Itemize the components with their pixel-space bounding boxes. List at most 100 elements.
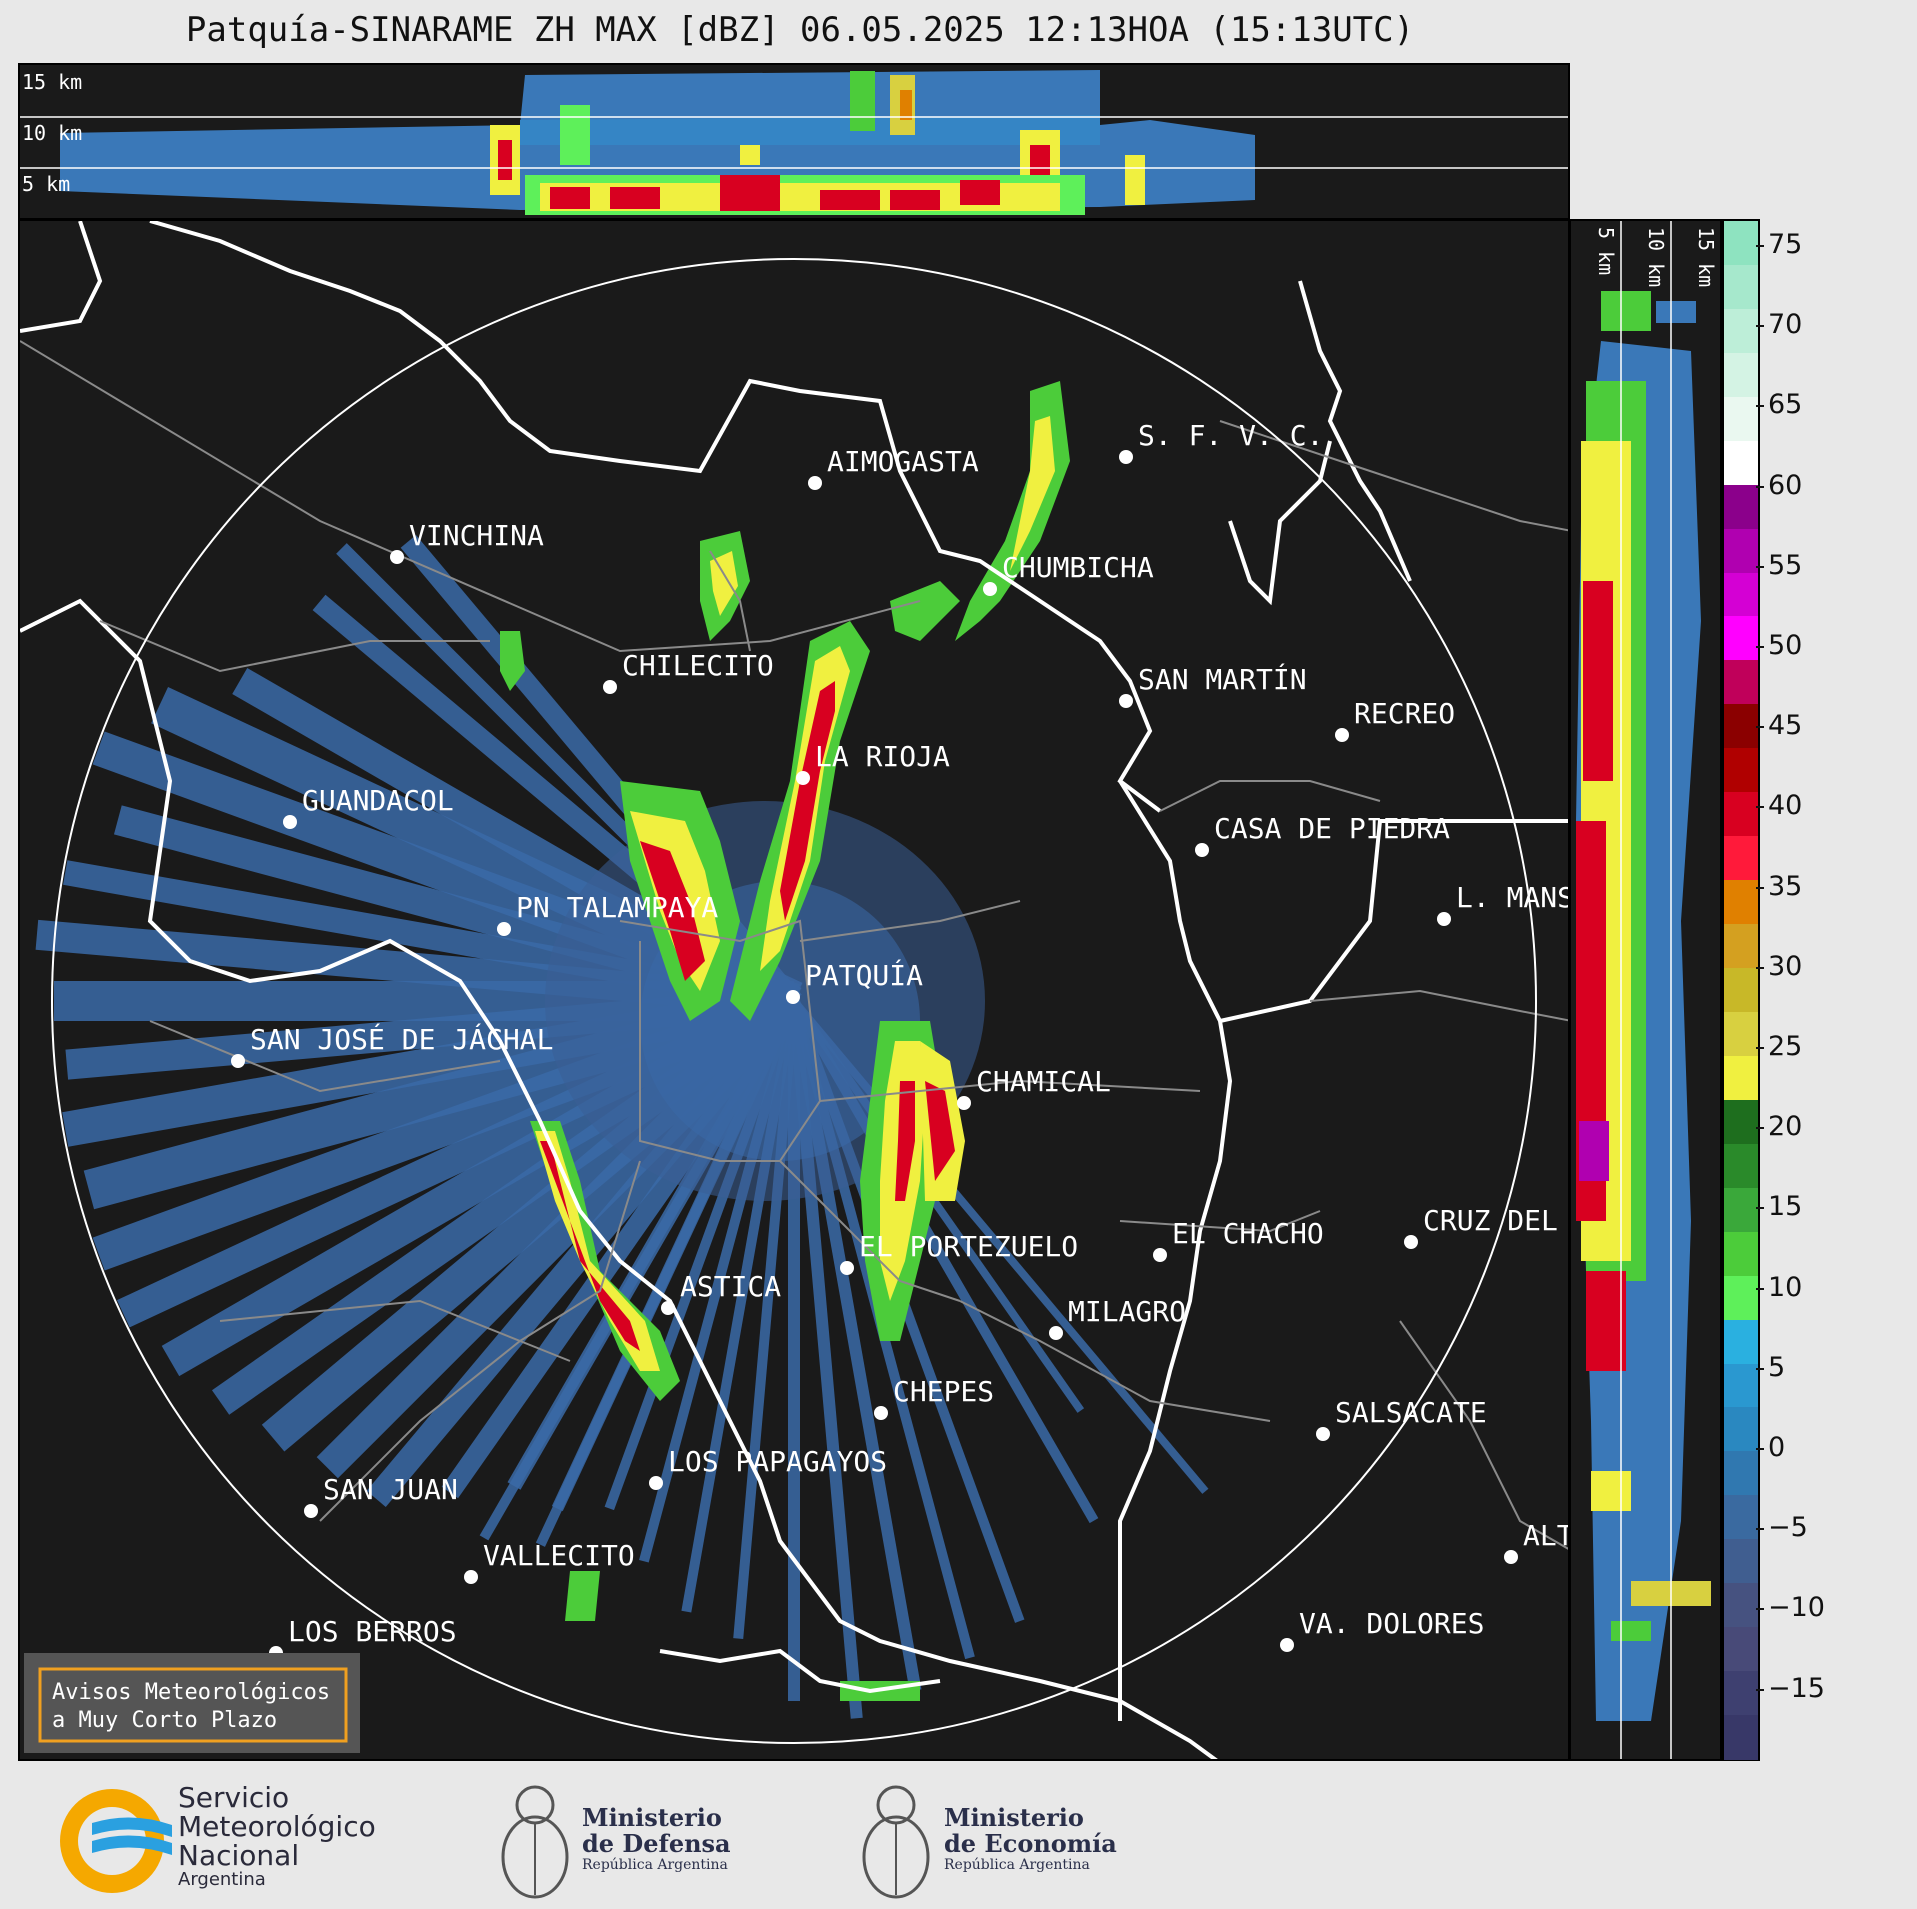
- colorbar-segment: [1724, 1583, 1758, 1629]
- city-dot: [231, 1054, 245, 1068]
- city-dot: [1437, 912, 1451, 926]
- colorbar-tick-label: 60: [1768, 469, 1803, 501]
- city-label: CRUZ DEL: [1423, 1204, 1558, 1237]
- colorbar-segment: [1724, 1671, 1758, 1717]
- city-label: ALT: [1523, 1519, 1570, 1552]
- colorbar-tick-label: −15: [1768, 1672, 1825, 1704]
- side-height-15km: 15 km: [1694, 227, 1718, 287]
- colorbar-tick-label: 55: [1768, 549, 1803, 581]
- city-label: EL CHACHO: [1172, 1217, 1324, 1250]
- economia-emblem-icon: [862, 1785, 930, 1899]
- top-height-5km: 5 km: [22, 172, 70, 196]
- city-dot: [1280, 1638, 1294, 1652]
- colorbar-segment: [1724, 1231, 1758, 1277]
- city-dot: [1316, 1427, 1330, 1441]
- top-height-15km: 15 km: [22, 70, 82, 94]
- colorbar-tick-label: −10: [1768, 1592, 1825, 1624]
- city-label: VALLECITO: [483, 1539, 635, 1572]
- city-dot: [1335, 728, 1349, 742]
- province-borders: [20, 221, 1568, 1759]
- colorbar-tick-label: 65: [1768, 389, 1803, 421]
- colorbar-tick-label: −5: [1768, 1512, 1808, 1544]
- colorbar-tick: [1756, 646, 1764, 648]
- footer: Servicio Meteorológico Nacional Argentin…: [0, 1761, 1917, 1909]
- notice-line2: a Muy Corto Plazo: [52, 1708, 277, 1733]
- colorbar-tick: [1756, 726, 1764, 729]
- colorbar-segment: [1724, 880, 1758, 926]
- city-dot: [983, 582, 997, 596]
- city-label: L. MANS: [1456, 881, 1570, 914]
- colorbar-tick: [1756, 1367, 1764, 1370]
- city-dot: [603, 680, 617, 694]
- city-label: CHAMICAL: [976, 1065, 1111, 1098]
- colorbar-segment: [1724, 221, 1758, 266]
- colorbar-segment: [1724, 484, 1758, 530]
- colorbar-tick: [1756, 565, 1764, 568]
- city-dot: [796, 771, 810, 785]
- colorbar-tick: [1756, 1688, 1764, 1691]
- side-height-5km: 5 km: [1594, 227, 1618, 275]
- city-dot: [1153, 1248, 1167, 1262]
- colorbar-segment: [1724, 836, 1758, 882]
- colorbar-tick: [1756, 806, 1764, 809]
- defensa-emblem-icon: [501, 1785, 569, 1899]
- colorbar-segment: [1724, 1055, 1758, 1101]
- colorbar-segment: [1724, 660, 1758, 706]
- colorbar-tick: [1756, 886, 1764, 889]
- city-label: VA. DOLORES: [1299, 1607, 1484, 1640]
- city-dot: [1119, 694, 1133, 708]
- top-cross-section: 15 km 10 km 5 km: [20, 70, 1568, 215]
- city-dot: [840, 1261, 854, 1275]
- colorbar-tick-label: 25: [1768, 1031, 1803, 1062]
- city-label: LOS BERROS: [288, 1615, 457, 1648]
- city-markers: AIMOGASTA S. F. V. C. VINCHINA CHUMBICHA CHI…: [231, 419, 1570, 1660]
- city-dot: [464, 1570, 478, 1584]
- radar-map: AIMOGASTA S. F. V. C. VINCHINA CHUMBICHA CHI…: [20, 221, 1570, 1759]
- city-dot: [1119, 450, 1133, 464]
- side-cross-section-panel: 5 km 10 km 15 km: [1569, 219, 1722, 1761]
- colorbar: [1722, 219, 1760, 1761]
- colorbar-segment: [1724, 440, 1758, 486]
- city-dot: [304, 1504, 318, 1518]
- colorbar-segment: [1724, 528, 1758, 574]
- city-dot: [1049, 1326, 1063, 1340]
- colorbar-tick-label: 20: [1768, 1111, 1803, 1143]
- city-label: CHUMBICHA: [1002, 551, 1154, 584]
- colorbar-segment: [1724, 572, 1758, 618]
- colorbar-segment: [1724, 396, 1758, 442]
- notice-box[interactable]: Avisos Meteorológicos a Muy Corto Plazo: [24, 1653, 360, 1753]
- colorbar-tick-label: 15: [1768, 1191, 1803, 1223]
- city-dot: [808, 476, 822, 490]
- top-cross-section-panel: 15 km 10 km 5 km: [18, 63, 1570, 220]
- colorbar-tick-label: 5: [1768, 1351, 1786, 1383]
- city-label: CASA DE PIEDRA: [1214, 812, 1450, 845]
- city-dot: [1404, 1235, 1418, 1249]
- side-cross-section: 5 km 10 km 15 km: [1576, 221, 1718, 1759]
- colorbar-segment: [1724, 264, 1758, 310]
- colorbar-tick: [1756, 245, 1764, 247]
- colorbar-segment: [1724, 1715, 1758, 1760]
- city-label: PATQUÍA: [805, 958, 923, 992]
- city-dot: [786, 990, 800, 1004]
- colorbar-segment: [1724, 1495, 1758, 1541]
- colorbar-segment: [1724, 1407, 1758, 1453]
- colorbar-segment: [1724, 308, 1758, 354]
- city-dot: [661, 1301, 675, 1315]
- colorbar-tick-label: 35: [1768, 870, 1803, 902]
- colorbar-tick: [1756, 1047, 1764, 1049]
- city-label: SAN JUAN: [323, 1473, 458, 1506]
- colorbar-tick-label: 75: [1768, 229, 1803, 260]
- colorbar-segment: [1724, 352, 1758, 398]
- colorbar-tick: [1756, 405, 1764, 408]
- city-label: LOS PAPAGAYOS: [668, 1445, 887, 1478]
- colorbar-tick-label: 10: [1768, 1271, 1803, 1303]
- city-dot: [1195, 843, 1209, 857]
- city-dot: [1504, 1550, 1518, 1564]
- city-label: ASTICA: [680, 1270, 781, 1303]
- colorbar-segment: [1724, 1275, 1758, 1321]
- economia-logo: Ministerio de Economía República Argenti…: [944, 1803, 1117, 1874]
- colorbar-segment: [1724, 1011, 1758, 1057]
- side-height-10km: 10 km: [1644, 227, 1668, 287]
- colorbar-tick-label: 50: [1768, 630, 1803, 661]
- colorbar-segment: [1724, 704, 1758, 750]
